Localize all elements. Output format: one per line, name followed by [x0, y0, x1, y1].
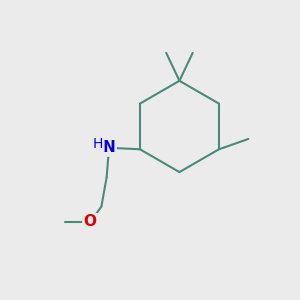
- Text: N: N: [103, 140, 116, 155]
- Text: N: N: [103, 140, 116, 155]
- Text: H: H: [93, 137, 103, 151]
- Text: O: O: [84, 214, 97, 230]
- Text: H: H: [93, 137, 103, 151]
- Text: O: O: [84, 214, 97, 230]
